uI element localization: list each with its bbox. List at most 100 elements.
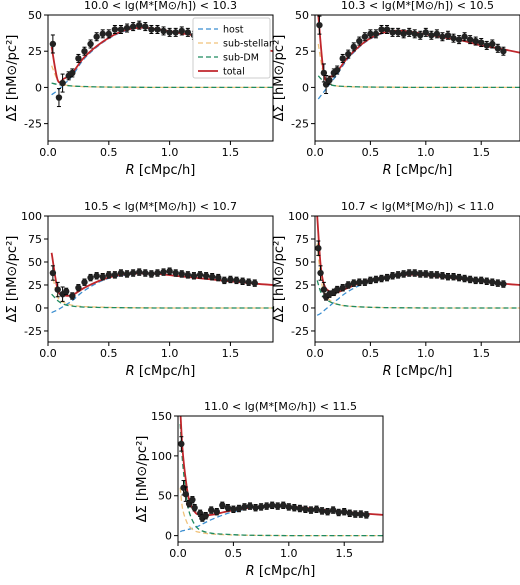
y-tick-label: 25 (28, 45, 42, 58)
x-tick-label: 1.5 (335, 547, 353, 560)
data-point (69, 69, 76, 77)
data-point (239, 278, 246, 285)
legend-label-total: total (223, 67, 245, 78)
data-point (142, 269, 149, 277)
data-point (483, 278, 490, 285)
data-point (400, 270, 407, 278)
x-tick-label: 0.5 (100, 347, 118, 360)
data-point (345, 50, 352, 58)
data-point (400, 30, 407, 38)
data-point (333, 286, 341, 293)
data-point (444, 273, 452, 280)
data-point (246, 502, 254, 510)
x-tick-label: 1.5 (472, 146, 490, 159)
data-point (93, 33, 100, 40)
y-tick-label: 25 (295, 279, 309, 292)
data-point (87, 40, 94, 48)
series-host (317, 30, 520, 100)
y-tick-label: 50 (295, 9, 309, 22)
x-tick-label: 0.0 (169, 547, 187, 560)
data-point (394, 271, 402, 279)
data-point (166, 267, 173, 275)
data-point (339, 55, 346, 62)
data-point (367, 30, 374, 38)
data-point (202, 512, 209, 519)
data-point (148, 26, 155, 33)
data-point (54, 286, 61, 293)
data-point (148, 270, 155, 278)
data-point (49, 269, 57, 277)
data-point (320, 69, 328, 77)
data-points (178, 436, 370, 522)
data-point (428, 32, 435, 39)
curves (316, 216, 520, 316)
data-points (315, 240, 507, 301)
data-point (461, 275, 468, 282)
data-point (99, 273, 106, 280)
data-point (422, 270, 430, 278)
axes-frame (314, 14, 520, 142)
data-point (154, 269, 161, 277)
y-axis-label: ΔΣ [hM⊙/pc²] (272, 35, 287, 122)
x-axis-label: R [cMpc/h] (246, 564, 316, 579)
data-point (251, 279, 258, 287)
y-axis-label: ΔΣ [hM⊙/pc²] (5, 236, 20, 323)
data-point (189, 496, 196, 503)
panel-title: 10.5 < lg(M*[M⊙/h]) < 10.7 (84, 200, 237, 213)
data-point (394, 29, 402, 36)
data-point (345, 281, 352, 289)
data-point (472, 37, 479, 45)
panel-title: 10.7 < lg(M*[M⊙/h]) < 11.0 (341, 200, 494, 213)
data-point (346, 510, 353, 517)
y-tick-label: 75 (28, 233, 42, 246)
panel-title: 10.0 < lg(M*[M⊙/h]) < 10.3 (84, 0, 237, 12)
data-point (461, 33, 468, 40)
data-point (316, 21, 323, 29)
data-point (478, 39, 485, 46)
y-axis-label: ΔΣ [hM⊙/pc²] (272, 236, 287, 323)
data-point (367, 277, 374, 284)
data-point (213, 508, 220, 515)
data-point (439, 272, 446, 279)
data-point (389, 272, 396, 279)
series-total (317, 15, 520, 81)
panel-title: 11.0 < lg(M*[M⊙/h]) < 11.5 (204, 400, 357, 413)
data-point (184, 271, 192, 279)
x-axis-label: R [cMpc/h] (126, 364, 196, 379)
data-point (296, 505, 304, 512)
y-tick-label: 0 (302, 81, 309, 94)
data-point (160, 27, 167, 35)
axes-frame (314, 215, 520, 343)
data-point (202, 272, 210, 279)
data-point (411, 269, 418, 277)
series-sub-dm (317, 75, 520, 89)
x-tick-label: 0.5 (362, 347, 380, 360)
data-point (422, 29, 430, 36)
data-point (363, 511, 370, 519)
data-point (117, 26, 125, 33)
data-point (466, 36, 474, 43)
x-tick-label: 1.0 (161, 146, 179, 159)
panel-4: 10.7 < lg(M*[M⊙/h]) < 11.0 0.0 0.5 1.0 1.5 -2… (272, 200, 520, 379)
data-point (123, 24, 131, 32)
data-point (111, 271, 119, 279)
x-axis-label-unit: [cMpc/h] (135, 163, 196, 178)
x-tick-label: 1.0 (417, 146, 435, 159)
data-point (172, 29, 179, 36)
data-point (99, 30, 106, 38)
y-tick-label: -25 (24, 118, 42, 131)
y-tick-label: 75 (295, 233, 309, 246)
data-point (274, 502, 281, 510)
data-point (494, 45, 502, 52)
series-sub-dm (179, 423, 383, 537)
series-sub-dm (316, 280, 520, 309)
data-point (63, 288, 70, 295)
x-axis-label-unit: [cMpc/h] (392, 364, 453, 379)
data-point (478, 277, 485, 284)
data-point (372, 276, 380, 283)
x-axis-label: R [cMpc/h] (383, 364, 453, 379)
data-point (117, 269, 125, 277)
series-sub-stellar (51, 65, 273, 89)
data-point (172, 269, 179, 277)
